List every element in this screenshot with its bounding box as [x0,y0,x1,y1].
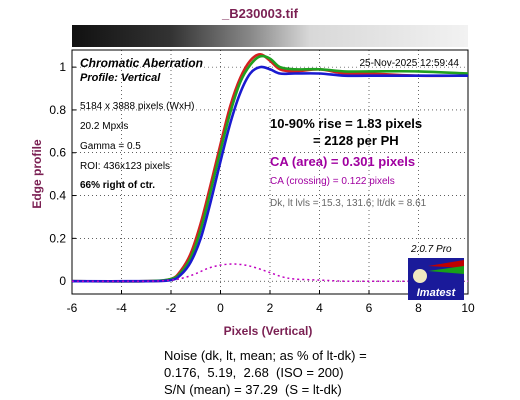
ca-crossing-result: CA (crossing) = 0.122 pixels [270,176,395,187]
signal-noise-ratio: S/N (mean) = 37.29 (S = lt-dk) [164,382,342,397]
y-tick-label: 1 [59,60,66,74]
plot-heading: Chromatic Aberration [80,56,203,70]
timestamp: 25-Nov-2025 12:59:44 [359,58,459,69]
y-tick-label: 0.2 [49,231,66,245]
x-axis-label: Pixels (Vertical) [224,324,313,338]
x-tick-label: 8 [415,301,422,315]
series-lines [71,53,469,283]
noise-line: Noise (dk, lt, mean; as % of lt-dk) = [164,348,367,363]
green-series-line [71,54,469,283]
info-roi: ROI: 436x123 pixels [80,161,170,172]
info-position: 66% right of ctr. [80,180,155,191]
x-tick-label: 0 [217,301,224,315]
edge-gradient-bar [72,25,468,47]
logo-text: Imatest [417,287,457,299]
imatest-logo: Imatest [408,258,464,300]
y-tick-label: 0 [59,274,66,288]
noise-values: 0.176, 5.19, 2.68 (ISO = 200) [164,365,344,380]
x-tick-label: 2 [267,301,274,315]
grid-lines [72,50,468,294]
info-mpxls: 20.2 Mpxls [80,121,128,132]
page-title: _B230003.tif [222,6,298,21]
y-axis-label: Edge profile [30,139,44,209]
y-tick-label: 0.4 [49,189,66,203]
x-tick-label: 6 [366,301,373,315]
ca-area-result: CA (area) = 0.301 pixels [270,154,415,169]
info-size: 5184 x 3888 pixels (WxH) [80,101,195,112]
x-tick-label: -6 [67,301,78,315]
plot-area [71,49,469,295]
profile-label: Profile: Vertical [80,72,161,84]
blue-series-line [71,65,468,283]
axis-ticks: -6 -4 -2 0 2 4 6 8 10 0 0.2 0.4 0.6 0.8 1 [49,60,475,315]
noise-stats: Noise (dk, lt, mean; as % of lt-dk) = 0.… [164,347,367,398]
rise-per-ph: = 2128 per PH [313,133,399,148]
y-tick-label: 0.6 [49,146,66,160]
x-tick-label: 4 [316,301,323,315]
x-tick-label: -2 [166,301,177,315]
version-label: 2.0.7 Pro [410,244,452,255]
y-tick-label: 0.8 [49,103,66,117]
x-tick-label: -4 [116,301,127,315]
rise-result: 10-90% rise = 1.83 pixels [270,116,422,131]
levels-text: Dk, lt lvls = 15.3, 131.6; lt/dk = 8.61 [270,198,427,209]
x-tick-label: 10 [461,301,475,315]
red-series-line [71,53,469,283]
ca_fill-series-line [71,263,468,282]
info-gamma: Gamma = 0.5 [80,141,141,152]
